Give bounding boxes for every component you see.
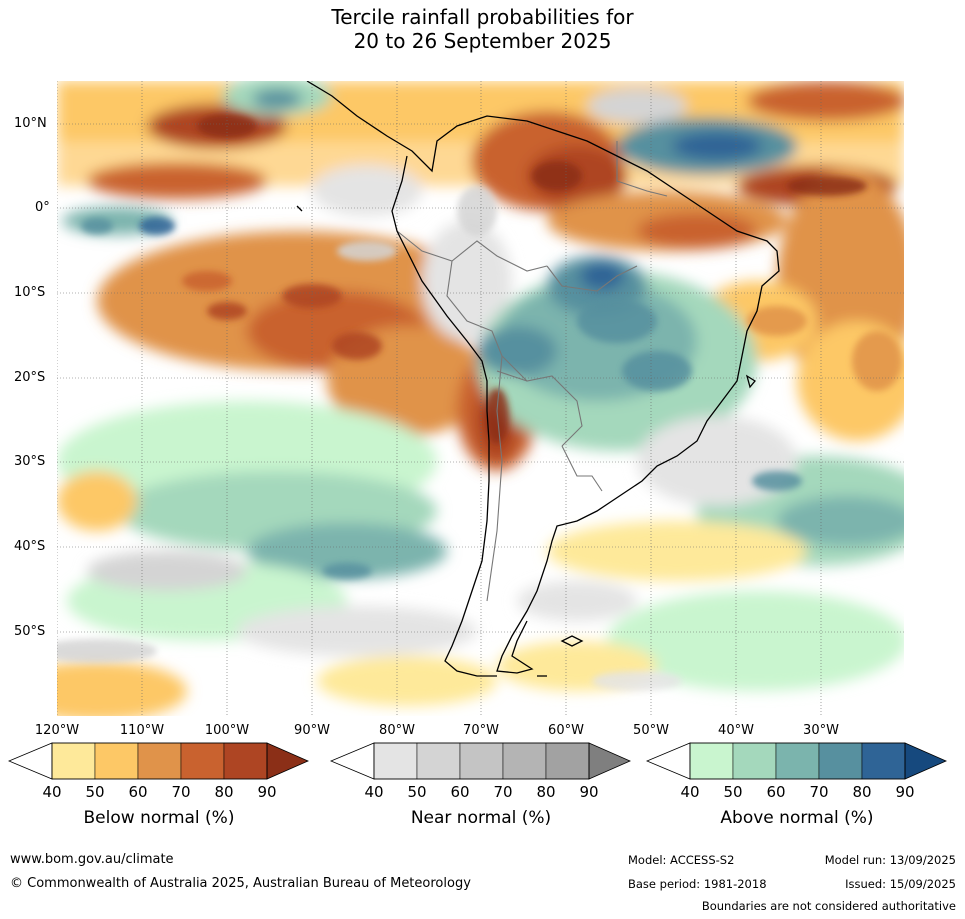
lon-label-80w: 80°W — [379, 723, 415, 738]
below-swatch-2 — [137, 742, 182, 780]
lat-label-eq: 0° — [35, 200, 50, 215]
below-tick-50: 50 — [85, 783, 105, 801]
footer-model: Model: ACCESS-S2 — [628, 853, 735, 867]
near-tick-40: 40 — [364, 783, 384, 801]
near-tick-50: 50 — [407, 783, 427, 801]
lon-label-110w: 110°W — [119, 723, 165, 738]
footer-website: www.bom.gov.au/climate — [10, 852, 174, 867]
probability-map — [57, 81, 904, 716]
lat-label-50s: 50°S — [14, 624, 46, 639]
lat-label-40s: 40°S — [14, 539, 46, 554]
near-swatch-3 — [502, 742, 547, 780]
lon-label-50w: 50°W — [633, 723, 669, 738]
lon-label-100w: 100°W — [204, 723, 250, 738]
near-tick-60: 60 — [450, 783, 470, 801]
lat-label-10n: 10°N — [14, 116, 47, 131]
below-tick-40: 40 — [42, 783, 62, 801]
coastline — [296, 81, 780, 677]
colorbar-near-swatches — [373, 742, 590, 780]
above-swatch-2 — [775, 742, 820, 780]
below-swatch-1 — [94, 742, 139, 780]
near-tick-90: 90 — [579, 783, 599, 801]
map-title-line-1: Tercile rainfall probabilities for — [331, 5, 634, 29]
below-swatch-4 — [223, 742, 268, 780]
below-tick-80: 80 — [214, 783, 234, 801]
below-tick-60: 60 — [128, 783, 148, 801]
map-title-line-2: 20 to 26 September 2025 — [353, 29, 612, 53]
graticule — [57, 81, 904, 716]
colorbar-near-end — [588, 742, 631, 780]
above-swatch-3 — [818, 742, 863, 780]
lon-label-70w: 70°W — [463, 723, 499, 738]
near-swatch-1 — [416, 742, 461, 780]
above-tick-70: 70 — [809, 783, 829, 801]
lat-label-10s: 10°S — [14, 285, 46, 300]
lon-label-30w: 30°W — [803, 723, 839, 738]
lon-label-40w: 40°W — [718, 723, 754, 738]
lon-label-90w: 90°W — [294, 723, 330, 738]
colorbar-above-normal — [646, 742, 947, 780]
country-borders — [396, 141, 668, 602]
footer-disclaimer: Boundaries are not considered authoritat… — [701, 899, 956, 913]
below-tick-90: 90 — [257, 783, 277, 801]
colorbar-below-normal — [8, 742, 309, 780]
near-swatch-4 — [545, 742, 590, 780]
colorbar-below-swatches — [51, 742, 268, 780]
colorbar-near-normal — [330, 742, 631, 780]
lat-label-20s: 20°S — [14, 370, 46, 385]
above-tick-80: 80 — [852, 783, 872, 801]
colorbar-above-title: Above normal (%) — [720, 808, 874, 828]
colorbar-above-swatches — [689, 742, 906, 780]
lon-label-120w: 120°W — [34, 723, 80, 738]
above-tick-60: 60 — [766, 783, 786, 801]
lon-label-60w: 60°W — [548, 723, 584, 738]
colorbar-near-title: Near normal (%) — [410, 808, 552, 828]
above-tick-40: 40 — [680, 783, 700, 801]
colorbar-above-end — [904, 742, 947, 780]
footer-model-run: Model run: 13/09/2025 — [824, 853, 956, 867]
below-swatch-3 — [180, 742, 225, 780]
near-swatch-2 — [459, 742, 504, 780]
below-tick-70: 70 — [171, 783, 191, 801]
above-swatch-0 — [689, 742, 734, 780]
near-tick-80: 80 — [536, 783, 556, 801]
footer-base-period: Base period: 1981-2018 — [628, 877, 767, 891]
below-swatch-0 — [51, 742, 96, 780]
colorbar-below-title: Below normal (%) — [83, 808, 235, 828]
footer-issued: Issued: 15/09/2025 — [845, 877, 956, 891]
above-swatch-4 — [861, 742, 906, 780]
colorbar-below-end — [266, 742, 309, 780]
above-tick-90: 90 — [895, 783, 915, 801]
lat-label-30s: 30°S — [14, 454, 46, 469]
near-swatch-0 — [373, 742, 418, 780]
footer-copyright: © Commonwealth of Australia 2025, Austra… — [10, 876, 471, 891]
above-tick-50: 50 — [723, 783, 743, 801]
above-swatch-1 — [732, 742, 777, 780]
near-tick-70: 70 — [493, 783, 513, 801]
